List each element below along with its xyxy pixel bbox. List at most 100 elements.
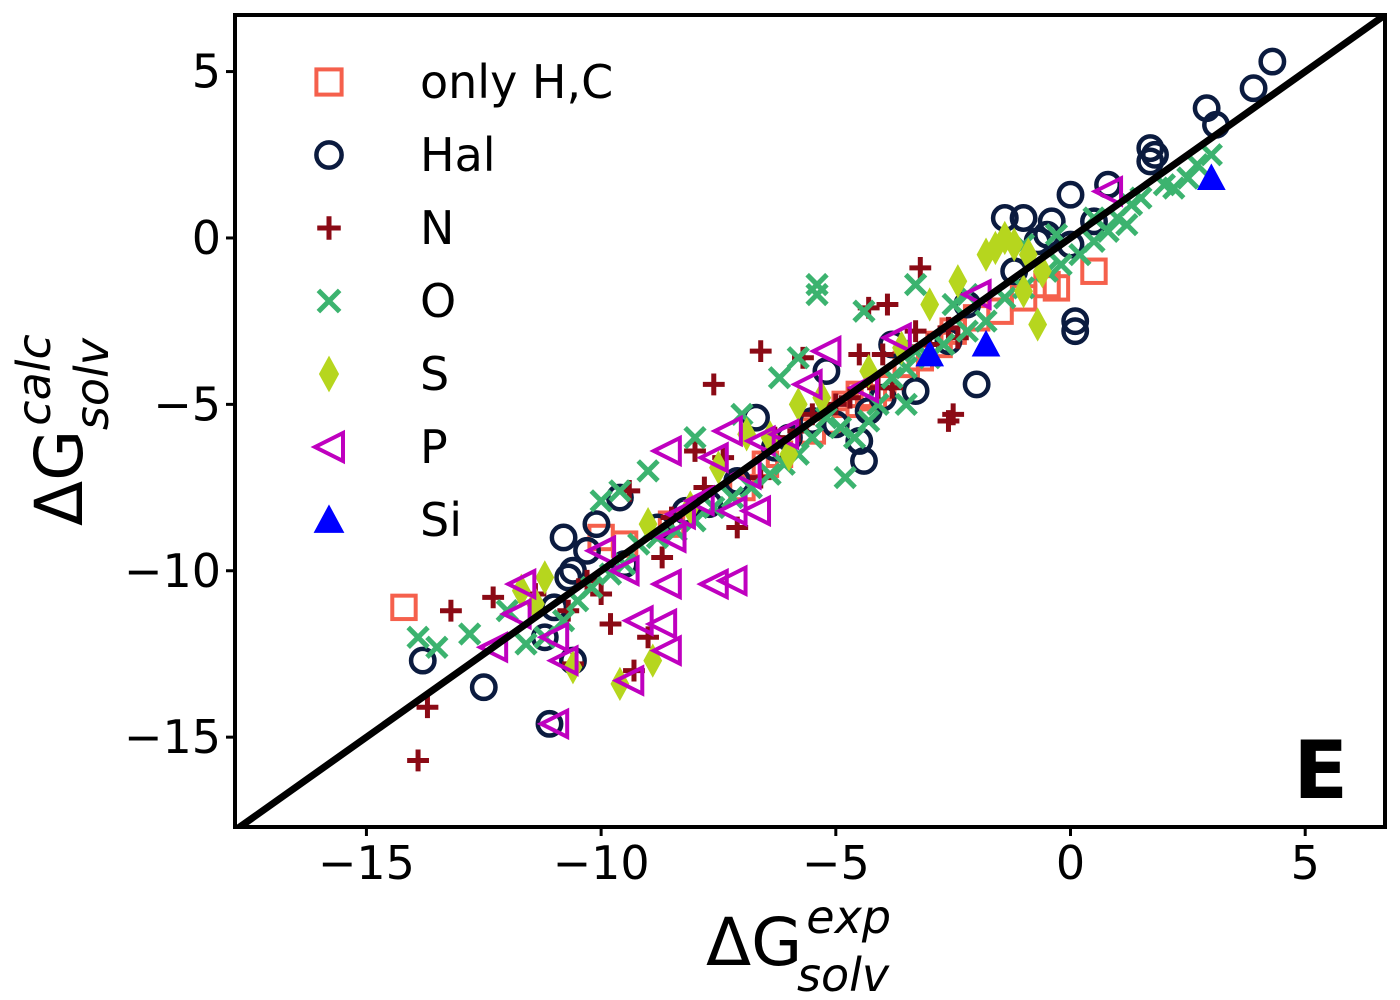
- data-point-n: [599, 613, 622, 635]
- data-point-o: [828, 416, 853, 440]
- data-point-p: [790, 368, 823, 401]
- legend-label: O: [420, 274, 456, 328]
- data-point-p: [710, 414, 743, 448]
- data-point-p: [536, 707, 570, 741]
- data-point-o: [974, 309, 998, 333]
- data-point-p: [738, 494, 772, 528]
- data-point-o: [941, 292, 965, 317]
- data-point-o: [425, 635, 449, 659]
- data-point-n: [684, 440, 706, 462]
- y-axis-ticks: −15 −10 −5 0 5: [124, 45, 235, 764]
- data-point-p: [663, 497, 696, 531]
- data-point-hal: [1056, 180, 1085, 209]
- data-points: [390, 47, 1287, 772]
- data-point-o: [786, 346, 810, 370]
- data-point-o: [1115, 213, 1139, 237]
- data-point-o: [833, 465, 857, 490]
- x-tick-label: −10: [553, 836, 650, 890]
- data-point-n: [749, 340, 772, 363]
- legend-item-hal: Hal: [314, 128, 496, 182]
- data-point-o: [683, 425, 707, 450]
- data-point-p: [1090, 175, 1124, 208]
- legend-marker-only-h-c: [314, 67, 344, 97]
- legend-marker-n: [317, 216, 341, 240]
- y-axis-label: ΔGcalcsolv: [7, 334, 119, 526]
- y-tick-label: 0: [192, 211, 221, 265]
- y-axis-label-subscript: solv: [65, 337, 119, 430]
- data-point-o: [636, 459, 660, 483]
- data-point-n: [407, 749, 429, 772]
- data-point-only-h-c: [390, 593, 418, 622]
- data-point-p: [499, 597, 532, 631]
- legend-label: only H,C: [420, 55, 613, 109]
- legend-marker-hal: [314, 140, 344, 170]
- data-point-p: [644, 607, 678, 641]
- x-axis-label-superscript: exp: [806, 890, 891, 944]
- data-point-hal: [1061, 317, 1090, 346]
- data-point-p: [621, 604, 654, 637]
- legend-marker-p: [310, 429, 345, 465]
- data-point-hal: [1258, 47, 1287, 76]
- data-point-p: [611, 664, 645, 697]
- data-point-n: [651, 546, 674, 569]
- data-point-o: [894, 392, 918, 417]
- data-point-s: [1014, 274, 1033, 309]
- data-point-hal: [1141, 140, 1169, 169]
- data-point-p: [503, 567, 537, 601]
- y-tick-label: −15: [124, 710, 221, 764]
- plot-frame: [233, 13, 1387, 829]
- data-point-p: [696, 567, 729, 601]
- data-point-p: [475, 631, 509, 664]
- legend-marker-s: [318, 355, 340, 393]
- series-si: [915, 163, 1226, 367]
- data-point-o: [852, 299, 876, 323]
- data-point-hal: [901, 377, 930, 405]
- data-point-p: [682, 484, 715, 518]
- legend-item-n: N: [317, 201, 454, 255]
- legend-item-p: P: [310, 420, 448, 474]
- y-axis-label-main: ΔG: [21, 430, 98, 526]
- legend-label: P: [420, 420, 448, 474]
- data-point-o: [1185, 153, 1209, 177]
- data-point-p: [583, 534, 617, 568]
- data-point-n: [876, 293, 899, 316]
- data-point-only-h-c: [1080, 257, 1108, 285]
- data-point-o: [842, 425, 867, 450]
- legend-item-s: S: [318, 347, 449, 401]
- data-point-p: [808, 334, 842, 368]
- data-point-p: [649, 567, 682, 601]
- data-point-hal: [1080, 207, 1108, 236]
- legend-label: S: [420, 347, 449, 401]
- legend-marker-o: [316, 288, 342, 314]
- x-tick-label: 0: [1056, 836, 1085, 890]
- data-point-o: [767, 366, 792, 390]
- data-point-s: [1028, 307, 1048, 342]
- data-point-hal: [1239, 74, 1268, 103]
- x-tick-label: −15: [318, 836, 415, 890]
- x-axis-ticks: −15 −10 −5 0 5: [318, 827, 1320, 890]
- data-point-o: [903, 272, 928, 297]
- data-point-si: [1196, 163, 1226, 191]
- data-point-n: [439, 599, 462, 622]
- data-point-hal: [582, 510, 611, 539]
- data-point-p: [607, 554, 640, 587]
- data-point-s: [779, 437, 799, 472]
- data-point-p: [649, 434, 682, 468]
- data-point-o: [1176, 166, 1200, 190]
- x-tick-label: −5: [802, 836, 870, 890]
- legend-label: N: [420, 201, 454, 255]
- data-point-n: [909, 256, 932, 279]
- data-point-o: [758, 462, 782, 486]
- data-point-p: [649, 634, 682, 667]
- legend-item-si: Si: [313, 493, 462, 547]
- data-point-o: [1049, 252, 1073, 277]
- data-point-n: [702, 373, 725, 396]
- x-tick-label: 5: [1291, 836, 1320, 890]
- data-point-hal: [1061, 307, 1090, 336]
- data-point-o: [458, 622, 482, 646]
- x-axis-label-subscript: solv: [797, 948, 890, 1000]
- data-point-o: [1199, 143, 1223, 167]
- data-point-p: [654, 521, 687, 554]
- legend-label: Si: [420, 493, 462, 547]
